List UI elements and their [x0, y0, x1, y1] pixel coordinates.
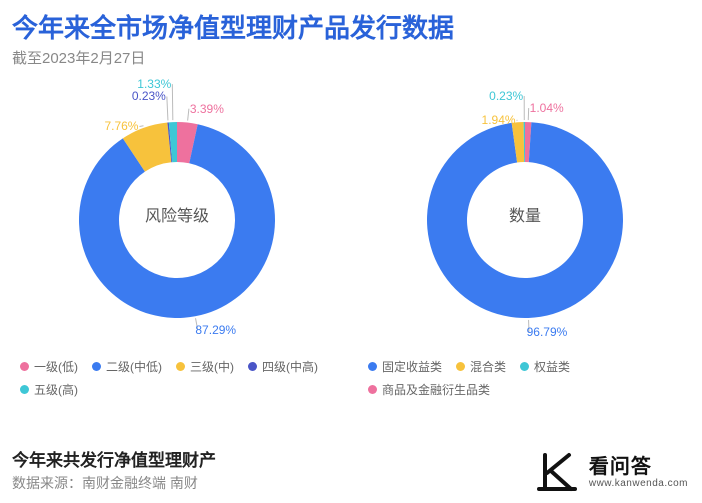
slice-label: 1.04% — [530, 101, 564, 115]
legend-label: 商品及金融衍生品类 — [382, 381, 490, 398]
donut-center-label: 数量 — [509, 202, 541, 226]
legend-label: 一级(低) — [34, 358, 78, 375]
legend-label: 三级(中) — [190, 358, 234, 375]
footer: 今年来共发行净值型理财产 数据来源：南财金融终端 南财 — [12, 446, 216, 493]
quantity-legend: 固定收益类 混合类 权益类商品及金融衍生品类 — [356, 354, 694, 398]
legend-dot-icon — [92, 362, 101, 371]
risk-level-donut: 3.39% 87.29% 7.76% 0.23%1.33% 风险等级 — [12, 74, 342, 354]
legend-label: 五级(高) — [34, 381, 78, 398]
legend-dot-icon — [520, 362, 529, 371]
legend-item: 混合类 — [456, 358, 506, 375]
legend-item: 商品及金融衍生品类 — [368, 381, 490, 398]
legend-label: 权益类 — [534, 358, 570, 375]
slice-label: 3.39% — [190, 102, 224, 116]
watermark-logo-icon — [535, 451, 583, 493]
chart-right-col: 1.04% 96.79% 1.94% 0.23% 数量 固定收益类 混合类 权益类商品及金融… — [356, 74, 694, 398]
legend-item: 三级(中) — [176, 358, 234, 375]
risk-level-legend: 一级(低) 二级(中低) 三级(中) 四级(中高) 五级(高) — [8, 354, 346, 398]
legend-dot-icon — [20, 385, 29, 394]
slice-label: 0.23% — [489, 89, 523, 103]
slice-label: 1.94% — [482, 113, 516, 127]
legend-dot-icon — [368, 362, 377, 371]
charts-row: 3.39%87.29%7.76%0.23%1.33%风险等级 一级(低)二级(中… — [0, 74, 702, 398]
legend-dot-icon — [368, 385, 377, 394]
legend-label: 二级(中低) — [106, 358, 162, 375]
legend-dot-icon — [248, 362, 257, 371]
quantity-donut: 1.04% 96.79% 1.94% 0.23% 数量 — [360, 74, 690, 354]
slice-label: 7.76% — [104, 119, 138, 133]
legend-dot-icon — [176, 362, 185, 371]
chart-left-col: 3.39% 87.29% 7.76% 0.23%1.33% 风险等级 一级(低) 二级(中… — [8, 74, 346, 398]
legend-label: 混合类 — [470, 358, 506, 375]
slice-label: 87.29% — [195, 323, 236, 337]
legend-item: 固定收益类 — [368, 358, 442, 375]
legend-item: 权益类 — [520, 358, 570, 375]
slice-label: 1.33% — [137, 77, 171, 91]
footer-summary: 今年来共发行净值型理财产 — [12, 446, 216, 471]
donut-center-label: 风险等级 — [145, 202, 209, 226]
watermark-cn: 看问答 — [589, 456, 688, 478]
legend-label: 固定收益类 — [382, 358, 442, 375]
footer-source: 数据来源：南财金融终端 南财 — [12, 473, 216, 493]
page-title: 今年来全市场净值型理财产品发行数据 — [0, 0, 702, 47]
slice-label: 0.23% — [132, 89, 166, 103]
watermark-text: 看问答 www.kanwenda.com — [589, 456, 688, 489]
watermark-url: www.kanwenda.com — [589, 478, 688, 489]
legend-label: 四级(中高) — [262, 358, 318, 375]
legend-dot-icon — [20, 362, 29, 371]
legend-item: 四级(中高) — [248, 358, 318, 375]
legend-item: 五级(高) — [20, 381, 78, 398]
legend-item: 二级(中低) — [92, 358, 162, 375]
page-subtitle: 截至2023年2月27日 — [0, 47, 702, 74]
legend-item: 一级(低) — [20, 358, 78, 375]
slice-label: 96.79% — [527, 325, 568, 339]
watermark: 看问答 www.kanwenda.com — [535, 451, 688, 493]
legend-dot-icon — [456, 362, 465, 371]
